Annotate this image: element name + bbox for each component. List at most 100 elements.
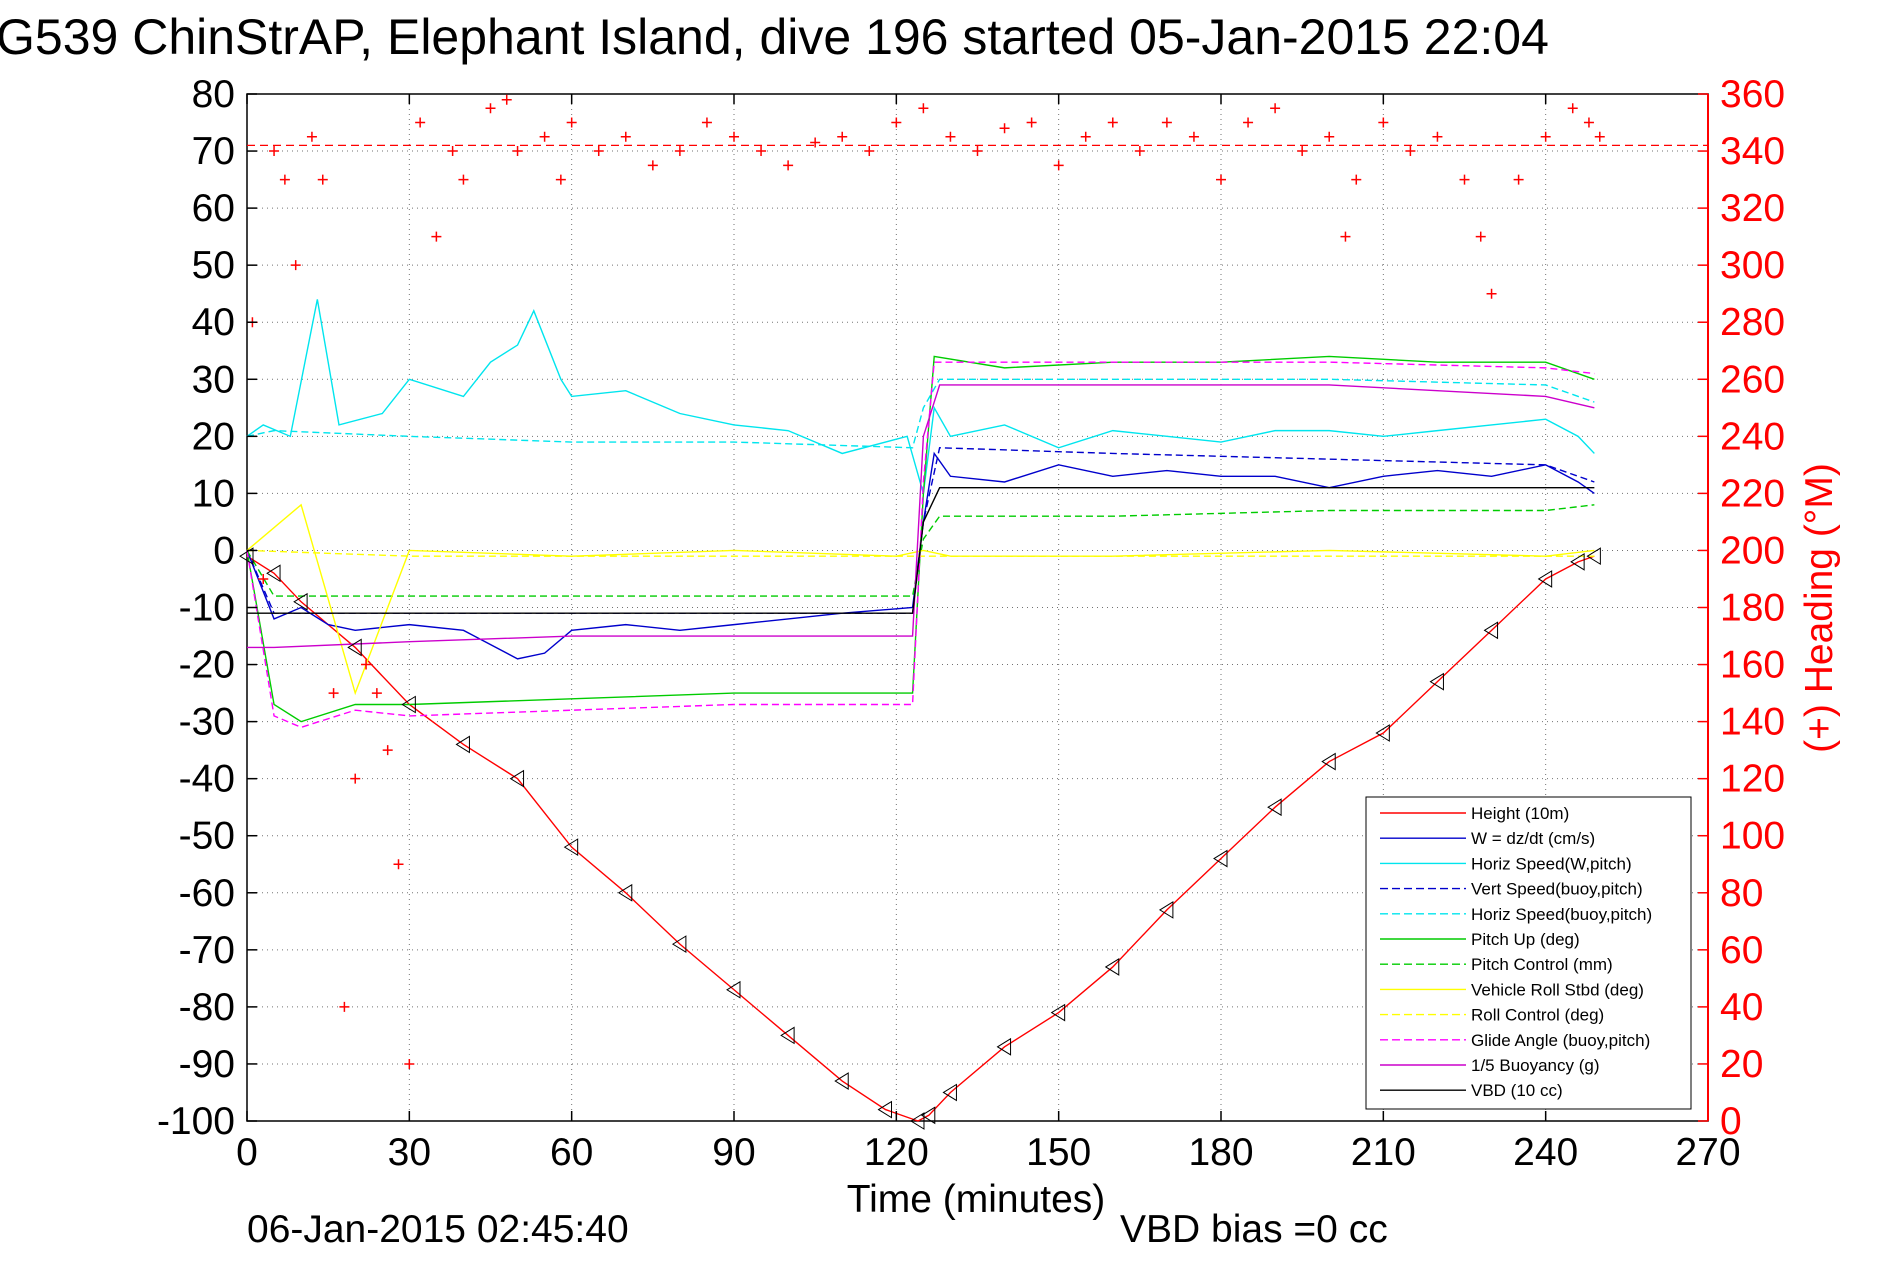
heading-point — [1513, 174, 1524, 185]
legend-label: Pitch Control (mm) — [1471, 955, 1613, 974]
y-right-tick-label: 0 — [1720, 1100, 1742, 1143]
y-tick-label: -90 — [179, 1043, 235, 1086]
y-tick-label: -30 — [179, 701, 235, 744]
series-horiz-speed-buoy-pitch — [246, 378, 1595, 449]
height-marker — [1429, 672, 1444, 691]
height-marker — [455, 735, 470, 754]
height-marker — [1570, 552, 1585, 571]
height-marker — [1537, 570, 1553, 588]
y-right-tick-label: 80 — [1720, 872, 1763, 915]
y-right-tick-label: 260 — [1720, 358, 1785, 401]
axes: 0 30 60 90 120 150 180 210 240 270 80 70 60 50 40 30 20 1… — [157, 73, 1785, 1174]
heading-point — [539, 131, 550, 142]
x-tick-label: 150 — [1026, 1131, 1091, 1174]
heading-point — [501, 94, 512, 105]
y-right-tick-label: 160 — [1720, 644, 1785, 687]
heading-point — [1351, 174, 1362, 185]
y-tick-label: -20 — [179, 644, 235, 687]
height-marker — [1267, 798, 1282, 817]
heading-point — [371, 688, 382, 699]
heading-point — [1161, 117, 1172, 128]
heading-point — [1567, 103, 1578, 114]
x-tick-label: 120 — [864, 1131, 929, 1174]
heading-point — [1594, 131, 1605, 142]
height-marker — [266, 564, 281, 583]
chart-title: G539 ChinStrAP, Elephant Island, dive 19… — [0, 9, 1549, 65]
series-vbd-10-cc — [247, 486, 1595, 614]
y-right-tick-label: 180 — [1720, 587, 1785, 630]
heading-point — [1270, 103, 1281, 114]
heading-point — [891, 117, 902, 128]
heading-point — [864, 146, 875, 157]
heading-point — [1340, 231, 1351, 242]
heading-markers — [247, 94, 1605, 1069]
heading-point — [1486, 288, 1497, 299]
y-right-tick-label: 20 — [1720, 1043, 1763, 1086]
legend-label: Vehicle Roll Stbd (deg) — [1471, 980, 1644, 999]
height-marker — [920, 1106, 936, 1125]
height-marker — [1586, 547, 1601, 566]
heading-point — [447, 146, 458, 157]
y-tick-label: 30 — [192, 358, 235, 401]
heading-point — [458, 174, 469, 185]
heading-point — [350, 773, 361, 784]
y-tick-label: 70 — [192, 130, 235, 173]
grid-lines — [247, 94, 1708, 1121]
heading-point — [1540, 131, 1551, 142]
y-tick-label: 10 — [192, 472, 235, 515]
series-1-5-buoyancy-g — [247, 384, 1595, 649]
legend-label: Horiz Speed(W,pitch) — [1471, 854, 1632, 873]
y-tick-label: -80 — [179, 986, 235, 1029]
heading-point — [1459, 174, 1470, 185]
height-marker — [1158, 900, 1174, 919]
y-tick-label: -10 — [179, 587, 235, 630]
y-tick-label: -100 — [157, 1100, 235, 1143]
y-right-tick-label: 200 — [1720, 529, 1785, 572]
series-roll-control-deg — [246, 549, 1595, 557]
heading-point — [674, 146, 685, 157]
legend-label: Height (10m) — [1471, 804, 1569, 823]
heading-point — [1378, 117, 1389, 128]
legend-label: W = dz/dt (cm/s) — [1471, 829, 1595, 848]
y-tick-label: -40 — [179, 758, 235, 801]
y-tick-label: 60 — [192, 187, 235, 230]
height-marker — [1050, 1003, 1066, 1022]
height-marker — [942, 1083, 957, 1102]
heading-point — [1134, 146, 1145, 157]
heading-point — [393, 859, 404, 870]
y-right-tick-label: 120 — [1720, 758, 1785, 801]
heading-point — [512, 146, 523, 157]
x-tick-label: 60 — [550, 1131, 593, 1174]
height-marker — [1375, 724, 1390, 742]
heading-point — [279, 174, 290, 185]
height-marker — [509, 769, 525, 788]
heading-point — [1583, 117, 1594, 128]
heading-point — [783, 160, 794, 171]
heading-point — [1243, 117, 1254, 128]
y-axis-label-right: (+) Heading (°M) — [1798, 463, 1841, 753]
heading-point — [918, 103, 929, 114]
legend-label: 1/5 Buoyancy (g) — [1471, 1056, 1600, 1075]
y-right-tick-label: 60 — [1720, 929, 1763, 972]
heading-point — [999, 123, 1010, 134]
legend-label: Pitch Up (deg) — [1471, 930, 1580, 949]
x-tick-label: 210 — [1351, 1131, 1416, 1174]
heading-point — [1107, 117, 1118, 128]
legend: Height (10m) W = dz/dt (cm/s) Horiz Speed(… — [1365, 796, 1692, 1110]
heading-point — [317, 174, 328, 185]
heading-point — [404, 1058, 415, 1069]
footer-timestamp: 06-Jan-2015 02:45:40 — [247, 1208, 629, 1251]
height-marker — [1104, 958, 1120, 976]
height-marker — [910, 1112, 925, 1130]
height-marker — [1321, 752, 1336, 771]
y-right-tick-label: 40 — [1720, 986, 1763, 1029]
y-tick-label: -50 — [179, 815, 235, 858]
height-marker — [996, 1037, 1012, 1056]
legend-label: Roll Control (deg) — [1471, 1006, 1604, 1025]
heading-point — [1053, 160, 1064, 171]
heading-point — [290, 260, 301, 271]
height-marker — [780, 1026, 795, 1045]
height-markers — [239, 547, 1601, 1130]
heading-point — [258, 573, 269, 584]
y-right-tick-label: 300 — [1720, 244, 1785, 287]
